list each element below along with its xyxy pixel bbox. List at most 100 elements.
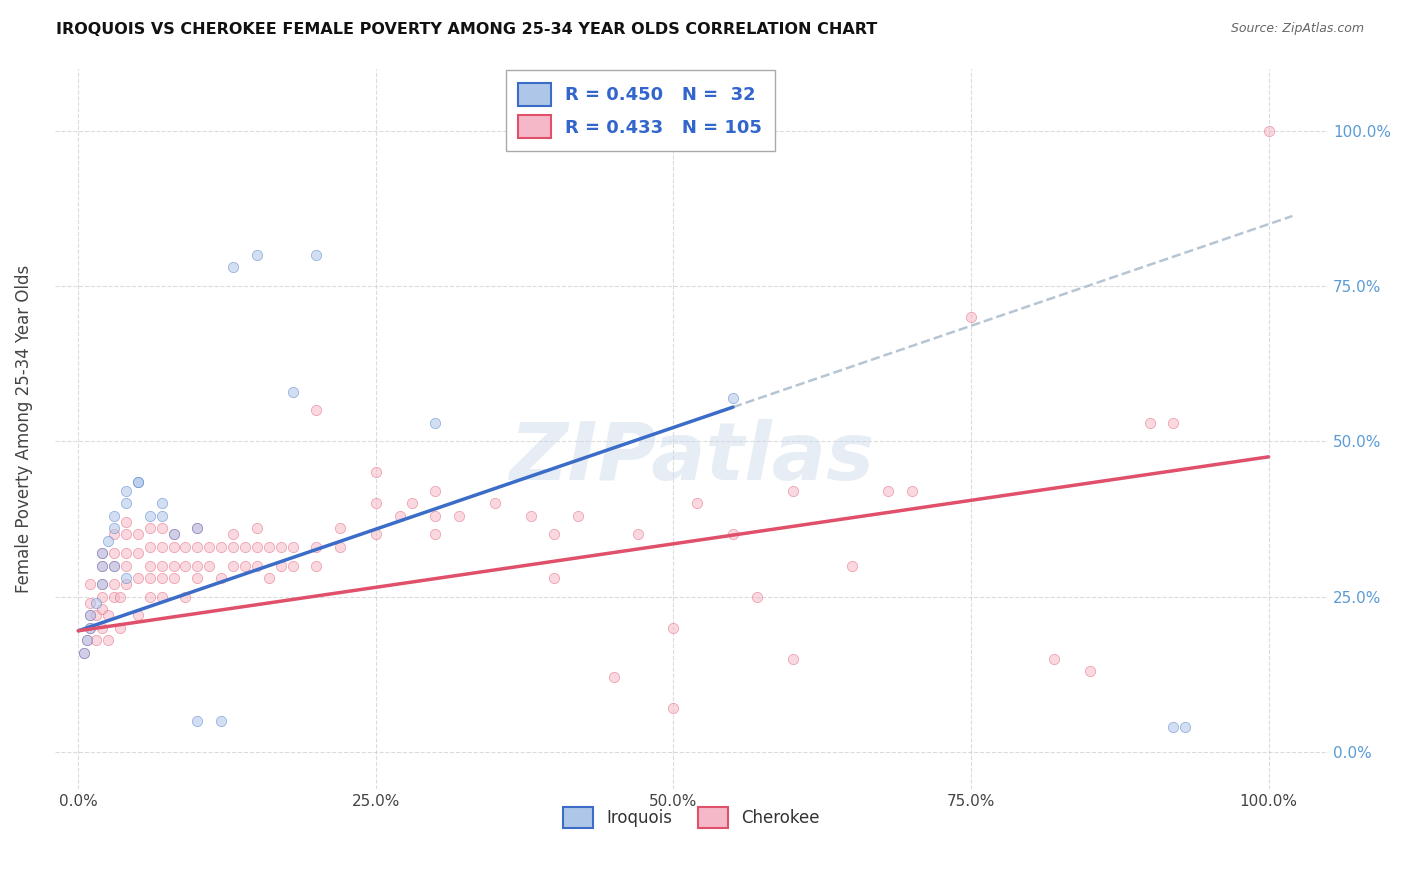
Point (198, 540, 221, 554)
Point (84, 608, 107, 623)
Point (79, 621, 101, 635)
Text: ZIPatlas: ZIPatlas (509, 418, 875, 497)
Point (91, 577, 114, 591)
Point (364, 527, 387, 541)
Point (1257, 123, 1279, 137)
Point (364, 496, 387, 510)
Point (150, 508, 173, 523)
Point (900, 483, 922, 498)
Point (222, 527, 245, 541)
Y-axis label: Female Poverty Among 25-34 Year Olds: Female Poverty Among 25-34 Year Olds (15, 265, 32, 593)
Point (1078, 664, 1101, 678)
Point (401, 496, 423, 510)
Point (97, 533, 120, 548)
Point (270, 558, 292, 573)
Point (108, 621, 131, 635)
Point (79, 608, 101, 623)
Point (139, 521, 162, 535)
Point (115, 546, 138, 560)
Point (97, 633, 120, 648)
Point (91, 558, 114, 573)
Point (960, 310, 983, 324)
Point (79, 596, 101, 610)
Point (115, 515, 138, 529)
Legend: Iroquois, Cherokee: Iroquois, Cherokee (557, 800, 827, 835)
Point (127, 475, 149, 489)
Point (186, 571, 208, 585)
Point (721, 527, 744, 541)
Point (186, 540, 208, 554)
Point (186, 558, 208, 573)
Point (329, 521, 352, 535)
Point (76, 633, 98, 648)
Point (108, 590, 131, 604)
Point (567, 508, 589, 523)
Point (162, 558, 184, 573)
Point (91, 546, 114, 560)
Point (162, 540, 184, 554)
Point (115, 571, 138, 585)
Point (139, 590, 162, 604)
Point (257, 540, 280, 554)
Point (425, 508, 447, 523)
Point (73, 646, 96, 660)
Point (91, 590, 114, 604)
Point (233, 558, 256, 573)
Point (519, 508, 541, 523)
Point (162, 527, 184, 541)
Point (186, 521, 208, 535)
Point (543, 527, 565, 541)
Point (115, 483, 138, 498)
Point (425, 416, 447, 430)
Point (222, 540, 245, 554)
Point (388, 508, 411, 523)
Point (662, 621, 685, 635)
Point (257, 571, 280, 585)
Point (127, 527, 149, 541)
Point (425, 483, 447, 498)
Point (246, 540, 269, 554)
Point (174, 558, 197, 573)
Point (782, 652, 804, 666)
Point (246, 558, 269, 573)
Point (139, 508, 162, 523)
Point (305, 248, 328, 262)
Text: Source: ZipAtlas.com: Source: ZipAtlas.com (1230, 22, 1364, 36)
Point (127, 608, 149, 623)
Point (186, 521, 208, 535)
Point (127, 475, 149, 489)
Point (281, 384, 304, 399)
Point (246, 521, 269, 535)
Point (782, 483, 804, 498)
Point (139, 558, 162, 573)
Point (150, 496, 173, 510)
Point (79, 577, 101, 591)
Point (543, 571, 565, 585)
Point (115, 527, 138, 541)
Point (1163, 416, 1185, 430)
Point (209, 540, 232, 554)
Point (329, 540, 352, 554)
Point (91, 602, 114, 616)
Point (449, 508, 471, 523)
Point (103, 577, 125, 591)
Point (115, 558, 138, 573)
Point (1163, 720, 1185, 734)
Point (305, 403, 328, 417)
Point (97, 608, 120, 623)
Point (186, 714, 208, 728)
Point (209, 571, 232, 585)
Point (115, 577, 138, 591)
Point (1174, 720, 1197, 734)
Point (305, 558, 328, 573)
Point (91, 546, 114, 560)
Point (103, 590, 125, 604)
Point (209, 714, 232, 728)
Point (198, 558, 221, 573)
Point (233, 540, 256, 554)
Point (841, 558, 863, 573)
Point (103, 558, 125, 573)
Point (876, 483, 898, 498)
Point (103, 508, 125, 523)
Point (1139, 416, 1161, 430)
